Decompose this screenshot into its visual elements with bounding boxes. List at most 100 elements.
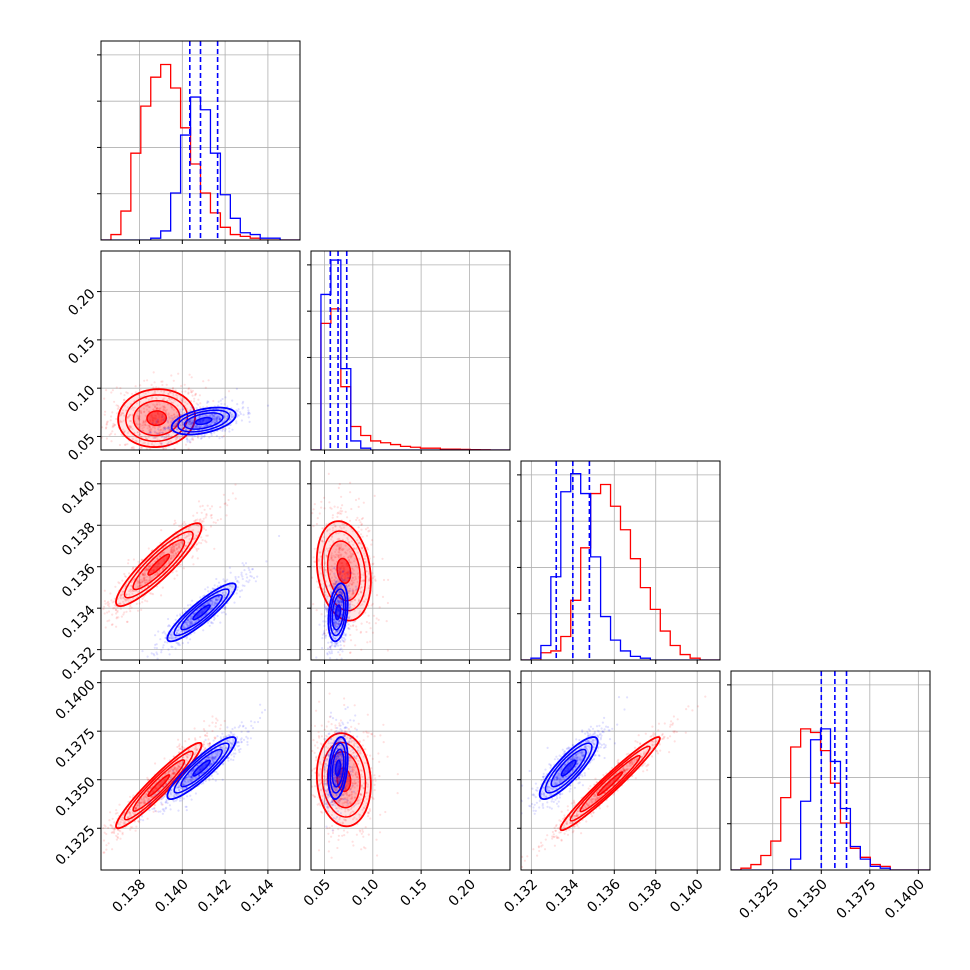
sample-point xyxy=(338,591,341,594)
sample-point xyxy=(256,575,259,578)
sample-point xyxy=(212,415,215,418)
sample-point xyxy=(138,415,141,418)
blue-contour xyxy=(192,604,211,621)
sample-point xyxy=(191,420,195,423)
sample-point xyxy=(153,654,156,657)
sample-point xyxy=(131,428,134,431)
sample-point xyxy=(189,409,192,412)
sample-point xyxy=(340,543,343,546)
sample-point xyxy=(170,550,173,553)
sample-point xyxy=(220,402,223,405)
sample-point xyxy=(304,585,306,587)
sample-point xyxy=(168,397,171,400)
sample-point xyxy=(186,755,189,758)
sample-point xyxy=(160,442,163,445)
sample-point xyxy=(139,447,142,450)
sample-point xyxy=(174,544,177,547)
sample-point xyxy=(183,431,186,434)
sample-point xyxy=(351,592,354,595)
sample-point xyxy=(209,413,212,416)
sample-point xyxy=(333,572,336,575)
sample-point xyxy=(366,548,369,551)
sample-point xyxy=(190,422,193,425)
sample-point xyxy=(321,540,324,543)
sample-point xyxy=(349,572,352,575)
sample-point xyxy=(375,617,378,620)
sample-point xyxy=(148,425,151,429)
sample-point xyxy=(236,586,239,589)
sample-point xyxy=(121,579,124,582)
sample-point xyxy=(221,428,224,431)
sample-point xyxy=(354,498,358,502)
sample-point xyxy=(189,533,192,536)
sample-point xyxy=(326,610,329,613)
sample-point xyxy=(177,546,180,550)
sample-point xyxy=(205,514,208,517)
sample-point xyxy=(133,589,136,593)
sample-point xyxy=(204,528,207,532)
sample-point xyxy=(340,547,343,550)
sample-point xyxy=(193,621,197,624)
sample-point xyxy=(324,593,327,597)
sample-point xyxy=(190,623,193,626)
sample-point xyxy=(179,563,182,566)
sample-point xyxy=(313,547,316,550)
sample-point xyxy=(334,583,337,586)
sample-point xyxy=(94,399,96,401)
sample-point xyxy=(155,408,158,411)
sample-point xyxy=(339,584,342,587)
sample-point xyxy=(195,547,198,551)
sample-point xyxy=(206,734,209,738)
sample-point xyxy=(136,804,139,807)
sample-point xyxy=(87,849,89,851)
sample-point xyxy=(141,572,144,575)
sample-point xyxy=(335,630,338,633)
sample-point xyxy=(182,398,185,401)
sample-point xyxy=(204,414,208,417)
sample-point xyxy=(128,814,131,817)
sample-point xyxy=(105,422,108,425)
sample-point xyxy=(170,374,173,377)
sample-point xyxy=(128,811,131,814)
sample-point xyxy=(337,585,340,589)
sample-point xyxy=(221,397,224,401)
sample-point xyxy=(356,580,359,584)
sample-point xyxy=(147,789,150,793)
sample-point xyxy=(183,435,186,438)
sample-point xyxy=(138,581,141,585)
sample-point xyxy=(116,609,119,612)
sample-point xyxy=(362,501,365,504)
sample-point xyxy=(121,590,124,593)
sample-point xyxy=(105,426,108,429)
sample-point xyxy=(157,401,160,404)
sample-point xyxy=(115,617,118,620)
sample-point xyxy=(241,584,244,587)
sample-point xyxy=(335,642,338,645)
sample-point xyxy=(199,453,201,455)
sample-point xyxy=(359,630,363,633)
sample-point xyxy=(333,608,336,611)
sample-point xyxy=(178,635,181,638)
sample-point xyxy=(160,442,163,445)
sample-point xyxy=(214,421,217,424)
sample-point xyxy=(105,832,108,836)
sample-point xyxy=(175,641,178,644)
sample-point xyxy=(155,651,158,654)
sample-point xyxy=(169,421,172,424)
sample-point xyxy=(353,560,356,563)
sample-point xyxy=(171,551,175,555)
sample-point xyxy=(164,427,167,430)
sample-point xyxy=(178,525,181,528)
sample-point xyxy=(122,399,125,402)
sample-point xyxy=(122,419,125,422)
sample-point xyxy=(180,399,183,402)
sample-point xyxy=(126,620,129,623)
sample-point xyxy=(171,631,174,634)
sample-point xyxy=(163,795,166,798)
sample-point xyxy=(197,398,200,401)
sample-point xyxy=(119,821,122,824)
blue-contour xyxy=(334,604,342,621)
sample-point xyxy=(337,581,340,584)
sample-point xyxy=(192,419,195,422)
sample-point xyxy=(183,629,187,633)
